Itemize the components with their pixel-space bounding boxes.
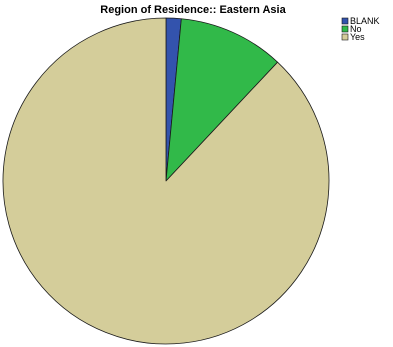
chart-title: Region of Residence:: Eastern Asia xyxy=(100,4,286,16)
legend-swatch-yes xyxy=(341,33,349,41)
pie-slice-yes xyxy=(2,17,330,345)
legend-swatch-no xyxy=(341,25,349,33)
pie-slices xyxy=(2,17,330,345)
legend-label-yes: Yes xyxy=(350,32,365,42)
legend-label-no: No xyxy=(350,24,362,34)
legend-label-blank: BLANK xyxy=(350,16,380,26)
pie-slice-no xyxy=(165,18,278,182)
legend-swatch-blank xyxy=(341,17,349,25)
